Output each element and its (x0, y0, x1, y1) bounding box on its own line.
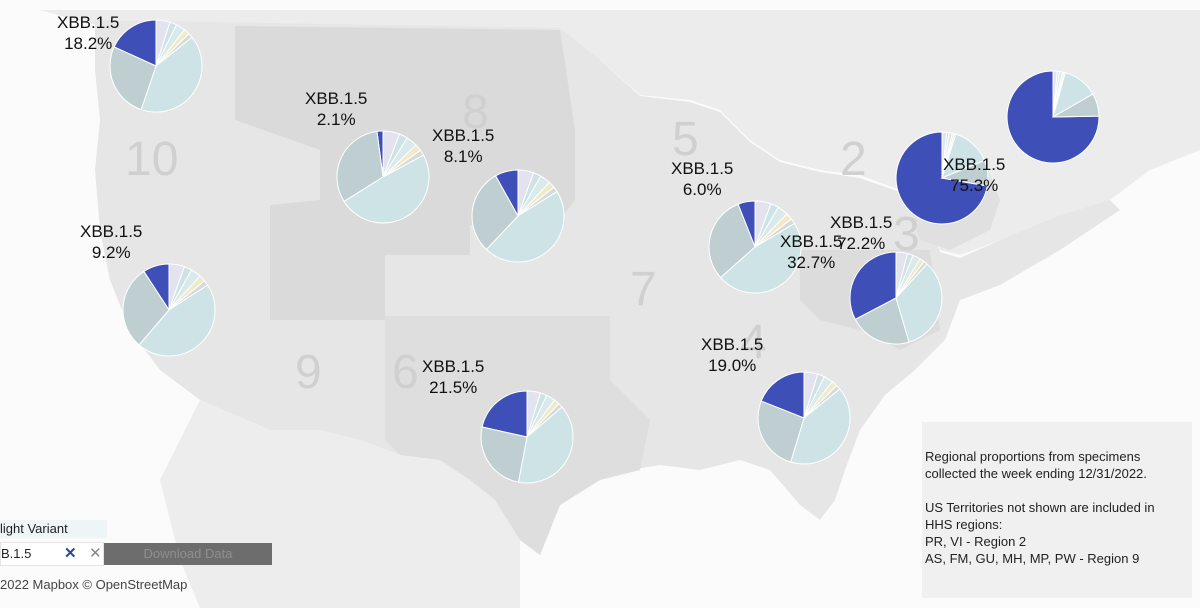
pie-slice-other[interactable] (140, 36, 203, 113)
pie-label: XBB.1.5 32.7% (780, 231, 842, 273)
pie-label-value: 9.2% (91, 243, 131, 262)
pie-label: XBB.1.5 72.2% (830, 212, 892, 254)
pie-slice-other[interactable] (343, 154, 430, 224)
pie-label: XBB.1.5 8.1% (432, 125, 494, 167)
pie-slice-other[interactable] (708, 203, 756, 279)
pie-slice-other[interactable] (517, 406, 574, 484)
pie-label-variant: XBB.1.5 (80, 222, 143, 241)
pie-label: XBB.1.5 21.5% (422, 356, 484, 398)
pie-slice-other[interactable] (895, 263, 943, 343)
pie-slice-other[interactable] (122, 270, 170, 346)
pie-slice-other[interactable] (1052, 93, 1100, 118)
pie-slice-xbb15[interactable] (481, 390, 528, 438)
pie-slice-other[interactable] (336, 130, 384, 203)
region-number: 5 (672, 113, 699, 166)
clear-icon[interactable]: ✕ (64, 545, 77, 562)
pie-label: XBB.1.5 75.3% (943, 154, 1005, 196)
pie-label-variant: XBB.1.5 (830, 213, 893, 232)
highlight-variant-input[interactable]: B.1.5 ✕ ✕ (0, 542, 104, 566)
pie-label-value: 19.0% (708, 356, 757, 375)
pie-label: XBB.1.5 6.0% (671, 158, 733, 200)
pie-label-variant: XBB.1.5 (305, 89, 368, 108)
map-attribution[interactable]: 2022 Mapbox © OpenStreetMap (0, 577, 188, 592)
pie-slice-other[interactable] (471, 175, 519, 251)
pie-slice-other[interactable] (790, 388, 851, 465)
pie-label-variant: XBB.1.5 (57, 13, 120, 32)
region-number: 2 (840, 133, 867, 186)
pie-label-variant: XBB.1.5 (432, 126, 495, 145)
pie-label: XBB.1.5 19.0% (701, 334, 763, 376)
pie-label-value: 2.1% (316, 110, 356, 129)
legend-line: HHS regions: (925, 517, 1003, 532)
pie-label-value: 6.0% (682, 180, 722, 199)
pie-label-value: 32.7% (787, 253, 836, 272)
legend-line (925, 482, 1155, 499)
pie-label-value: 72.2% (837, 234, 886, 253)
pie-label-value: 18.2% (64, 34, 113, 53)
pie-slice-other[interactable] (719, 222, 802, 294)
pie-label: XBB.1.5 18.2% (57, 12, 119, 54)
pie-slice-other[interactable] (940, 159, 989, 187)
pie-label-variant: XBB.1.5 (671, 159, 734, 178)
pie-label-variant: XBB.1.5 (780, 232, 843, 251)
pie-label-variant: XBB.1.5 (943, 155, 1006, 174)
download-data-button[interactable]: Download Data (104, 543, 272, 565)
highlight-variant-value: B.1.5 (1, 546, 32, 561)
pie-slice-other[interactable] (854, 297, 910, 345)
legend-line: AS, FM, GU, MH, MP, PW - Region 9 (925, 551, 1140, 566)
legend-line: PR, VI - Region 2 (925, 534, 1027, 549)
pie-slice-xbb15[interactable] (113, 19, 157, 67)
legend-panel: Regional proportions from specimens colle… (922, 422, 1192, 598)
pie-slice-other[interactable] (757, 400, 805, 463)
region-number: 10 (125, 133, 178, 186)
region-number: 6 (392, 346, 419, 399)
pie-label-value: 8.1% (443, 147, 483, 166)
pie-label-value: 75.3% (950, 176, 999, 195)
region-number: 7 (630, 263, 657, 316)
legend-line: US Territories not shown are included in (925, 500, 1155, 515)
pie-label: XBB.1.5 9.2% (80, 221, 142, 263)
highlight-variant-title: light Variant (0, 520, 107, 538)
region-number: 9 (295, 346, 322, 399)
pie-slice-xbb15[interactable] (760, 371, 805, 419)
pie-label: XBB.1.5 2.1% (305, 88, 367, 130)
pie-label-variant: XBB.1.5 (422, 357, 485, 376)
legend-line: collected the week ending 12/31/2022. (925, 466, 1147, 481)
region-number: 8 (462, 86, 489, 139)
pie-slice-other[interactable] (480, 426, 528, 483)
legend-line: Regional proportions from specimens (925, 449, 1141, 464)
pie-slice-xbb15[interactable] (849, 251, 897, 321)
pie-slice-other[interactable] (485, 190, 565, 263)
close-icon[interactable]: ✕ (89, 545, 102, 562)
pie-label-variant: XBB.1.5 (701, 335, 764, 354)
region-number: 4 (740, 316, 767, 369)
pie-slice-other[interactable] (109, 46, 157, 111)
pie-slice-other[interactable] (138, 284, 216, 357)
pie-label-value: 21.5% (429, 378, 478, 397)
